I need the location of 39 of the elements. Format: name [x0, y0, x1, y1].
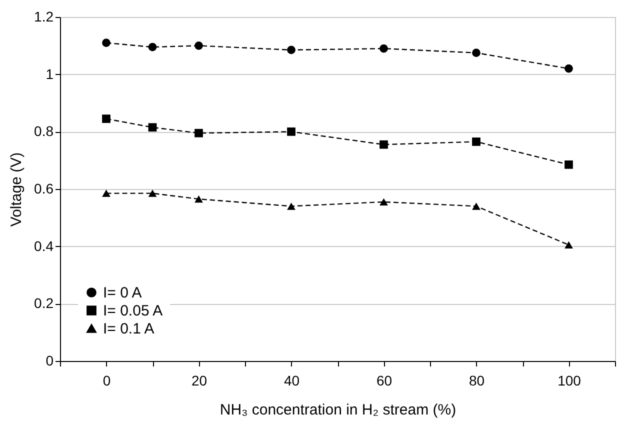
point [380, 198, 388, 206]
point [102, 190, 110, 197]
x-tick-label: 60 [376, 372, 392, 388]
point [564, 64, 573, 73]
x-axis-title: NH₃ concentration in H₂ stream (%) [220, 402, 456, 418]
point [472, 138, 480, 146]
point [194, 128, 203, 138]
point [287, 202, 296, 210]
legend-label: I= 0.1 A [103, 320, 154, 338]
legend-label: I= 0.05 A [103, 302, 163, 320]
point [194, 195, 203, 203]
legend-label: I= 0 A [103, 284, 142, 302]
point [148, 190, 157, 197]
x-tick-label: 80 [468, 372, 485, 388]
point [102, 114, 110, 123]
x-tick-label: 40 [284, 372, 300, 388]
y-axis-title: Voltage (V) [8, 152, 26, 227]
x-tick-label: 20 [191, 372, 208, 388]
y-tick-label: 0 [46, 352, 54, 368]
y-tick-label: 0.8 [34, 123, 54, 140]
point [194, 41, 203, 50]
y-tick-label: 1 [46, 66, 54, 82]
y-tick-label: 1.2 [34, 8, 54, 24]
point [472, 202, 480, 210]
y-tick-label: 0.6 [34, 180, 54, 196]
point [102, 38, 110, 47]
point [472, 48, 480, 58]
point [148, 123, 157, 132]
point [287, 127, 296, 136]
x-tick-label: 100 [558, 372, 582, 388]
point [287, 46, 296, 54]
point [564, 241, 573, 249]
point [564, 160, 573, 169]
point [148, 42, 157, 52]
y-tick-label: 0.4 [34, 238, 54, 254]
x-tick-label: 0 [102, 372, 111, 388]
y-tick-label: 0.2 [34, 295, 54, 312]
point [380, 44, 388, 53]
point [380, 140, 388, 149]
